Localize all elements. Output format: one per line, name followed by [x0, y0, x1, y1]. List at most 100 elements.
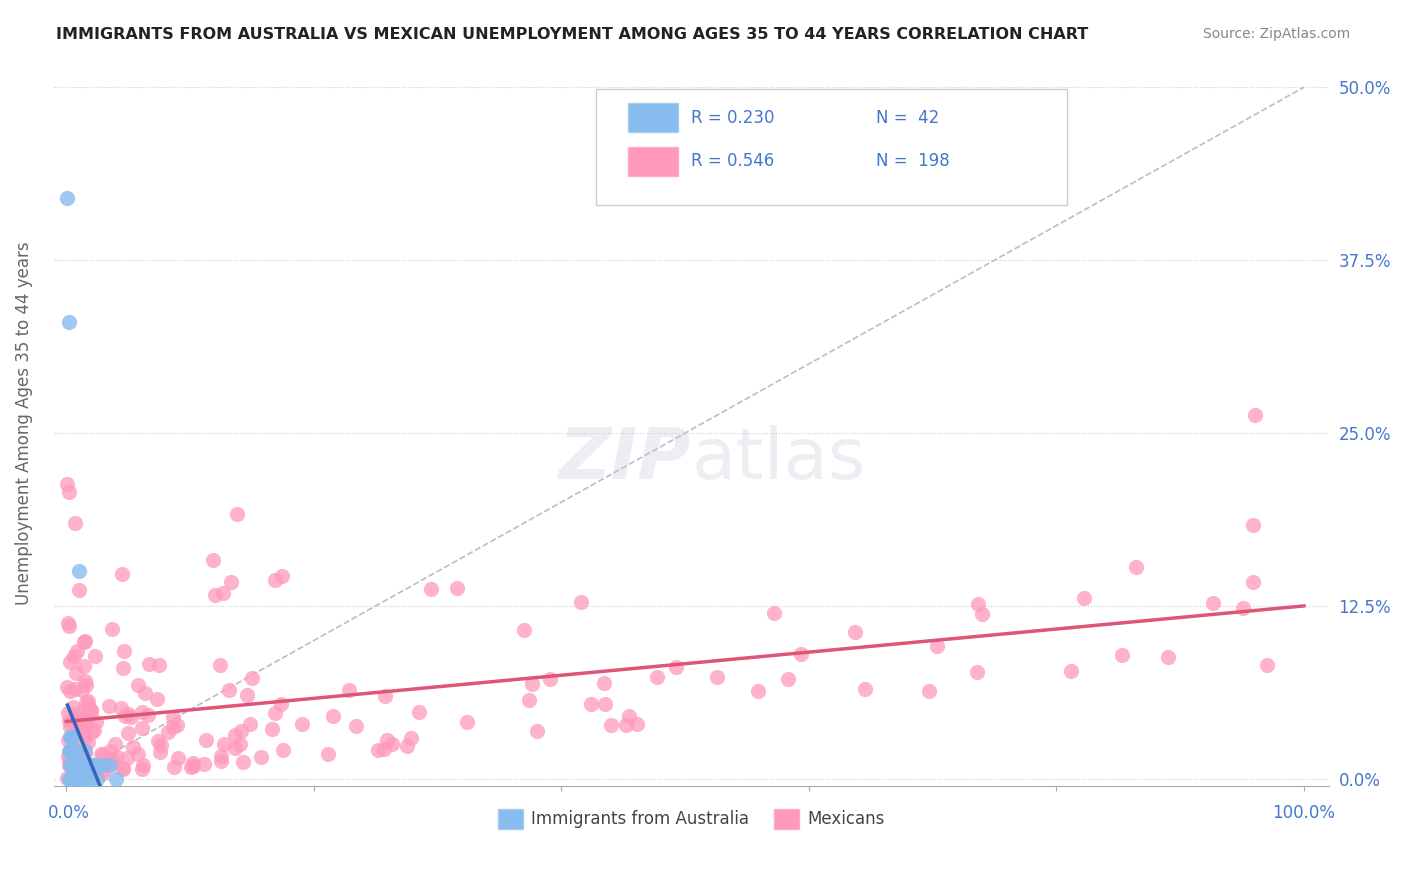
Point [97, 757, 120, 772]
Point [62, 765, 84, 780]
Point [56, 733, 79, 747]
Point [322, 709, 344, 723]
Point [84, 715, 107, 730]
Point [58, 619, 80, 633]
Point [56, 772, 79, 786]
Point [136, 707, 159, 722]
Point [150, 738, 173, 752]
Point [66, 744, 89, 758]
Point [65, 758, 87, 772]
Point [91, 758, 114, 772]
Point [665, 660, 688, 674]
Point [569, 595, 592, 609]
Point [1241, 518, 1264, 533]
Point [1202, 596, 1225, 610]
FancyBboxPatch shape [627, 103, 679, 132]
Point [375, 733, 398, 747]
Point [600, 717, 623, 731]
Point [66, 730, 89, 744]
Point [120, 710, 142, 724]
Point [65, 724, 87, 739]
Point [58, 753, 80, 767]
Point [63, 516, 86, 530]
Point [619, 709, 641, 723]
Text: N =  42: N = 42 [876, 109, 939, 127]
Point [263, 574, 285, 588]
Point [262, 722, 284, 736]
Point [60, 744, 83, 758]
Point [131, 721, 153, 735]
Point [60, 744, 83, 758]
Point [77, 735, 100, 749]
Point [82, 758, 104, 772]
Point [925, 639, 948, 653]
Point [67, 763, 90, 777]
Point [419, 582, 441, 597]
Point [853, 682, 876, 697]
Point [93, 763, 115, 777]
Point [60, 731, 83, 745]
Point [520, 677, 543, 691]
Point [80, 758, 103, 772]
Point [77, 701, 100, 715]
Point [263, 706, 285, 720]
Point [134, 686, 156, 700]
Point [59, 684, 82, 698]
Point [100, 752, 122, 766]
Point [790, 647, 813, 661]
Point [181, 759, 204, 773]
Point [647, 670, 669, 684]
Point [86, 772, 108, 786]
Point [706, 670, 728, 684]
Point [59, 744, 82, 758]
Point [98, 743, 121, 757]
Point [75, 695, 97, 709]
Point [193, 757, 215, 772]
Point [63, 648, 86, 663]
Point [396, 739, 419, 753]
Point [148, 657, 170, 672]
Point [105, 750, 128, 764]
Point [224, 740, 246, 755]
Point [211, 586, 233, 600]
Point [271, 743, 294, 757]
Point [67, 746, 90, 760]
Point [1157, 650, 1180, 665]
Point [76, 694, 98, 708]
Point [100, 622, 122, 636]
Point [70, 772, 93, 786]
Point [80, 724, 103, 739]
Point [374, 689, 396, 703]
Y-axis label: Unemployment Among Ages 35 to 44 years: Unemployment Among Ages 35 to 44 years [15, 241, 32, 605]
Point [58, 772, 80, 786]
Point [218, 683, 240, 698]
Point [762, 606, 785, 620]
Point [180, 760, 202, 774]
Point [111, 567, 134, 582]
Point [101, 753, 124, 767]
Point [408, 705, 430, 719]
Point [166, 751, 188, 765]
Text: N =  198: N = 198 [876, 153, 950, 170]
Text: IMMIGRANTS FROM AUSTRALIA VS MEXICAN UNEMPLOYMENT AMONG AGES 35 TO 44 YEARS CORR: IMMIGRANTS FROM AUSTRALIA VS MEXICAN UNE… [56, 27, 1088, 42]
Point [127, 678, 149, 692]
Point [456, 714, 478, 729]
Point [970, 607, 993, 621]
Point [62, 744, 84, 758]
Point [73, 723, 96, 737]
Point [399, 731, 422, 745]
FancyBboxPatch shape [596, 88, 1067, 205]
Point [60, 761, 83, 775]
Point [115, 750, 138, 764]
Point [69, 725, 91, 739]
Point [73, 768, 96, 782]
Point [209, 754, 232, 768]
Point [212, 737, 235, 751]
Point [77, 757, 100, 772]
Point [367, 743, 389, 757]
Point [201, 553, 224, 567]
Point [70, 768, 93, 782]
Point [75, 746, 97, 760]
Point [63, 682, 86, 697]
Point [446, 581, 468, 595]
